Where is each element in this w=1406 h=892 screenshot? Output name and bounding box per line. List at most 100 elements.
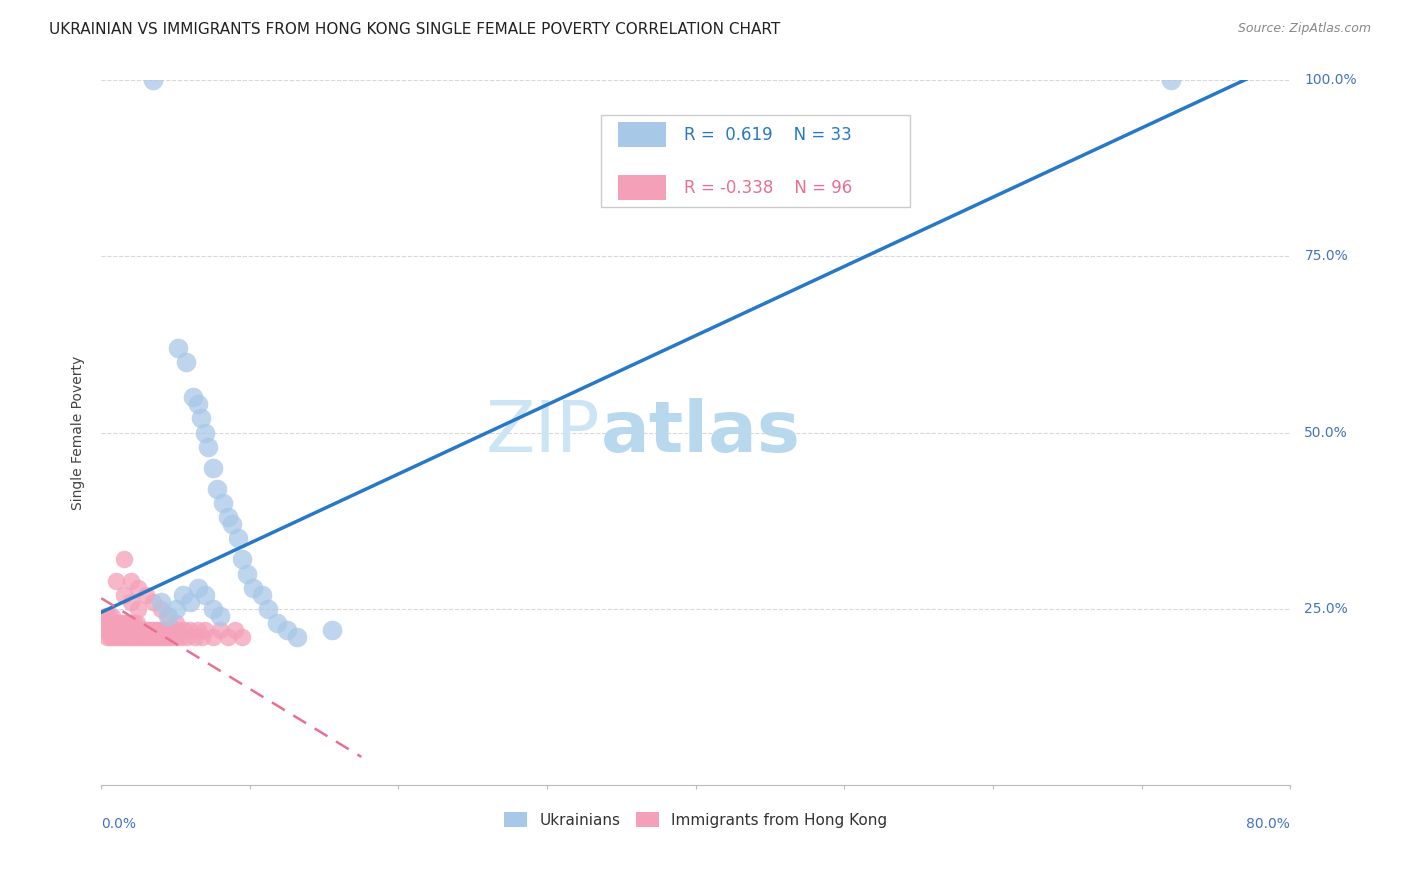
Point xyxy=(179,623,201,637)
Point xyxy=(142,73,165,87)
Point xyxy=(1160,73,1182,87)
Text: atlas: atlas xyxy=(600,398,800,467)
Point xyxy=(136,630,159,644)
Point xyxy=(96,630,118,644)
Point xyxy=(224,623,246,637)
Point xyxy=(105,623,128,637)
Point xyxy=(212,496,235,510)
Y-axis label: Single Female Poverty: Single Female Poverty xyxy=(72,355,86,509)
Point xyxy=(124,630,146,644)
Point xyxy=(231,630,253,644)
Point xyxy=(287,630,309,644)
Point xyxy=(122,615,145,630)
Point xyxy=(127,623,149,637)
Point xyxy=(172,588,194,602)
Point xyxy=(150,630,173,644)
Point xyxy=(146,623,169,637)
Point xyxy=(105,615,128,630)
Point xyxy=(201,460,224,475)
Point xyxy=(152,623,174,637)
Point xyxy=(157,608,180,623)
Point xyxy=(321,623,343,637)
Point xyxy=(176,630,198,644)
Point xyxy=(165,602,187,616)
Point xyxy=(149,623,172,637)
Text: ZIP: ZIP xyxy=(486,398,600,467)
Point xyxy=(157,630,180,644)
Point xyxy=(93,623,115,637)
Point xyxy=(187,623,209,637)
Point xyxy=(110,623,132,637)
Text: 80.0%: 80.0% xyxy=(1246,817,1291,830)
Point xyxy=(191,630,214,644)
Point xyxy=(108,623,131,637)
Point xyxy=(141,623,163,637)
Point xyxy=(201,602,224,616)
Point xyxy=(190,411,212,425)
Point xyxy=(135,588,157,602)
Point xyxy=(184,630,207,644)
Point xyxy=(120,574,142,588)
Text: 25.0%: 25.0% xyxy=(1305,602,1348,615)
Point xyxy=(117,623,139,637)
Point xyxy=(170,630,193,644)
Point xyxy=(217,630,239,644)
Point xyxy=(231,552,253,566)
Point xyxy=(127,581,149,595)
Point xyxy=(98,630,121,644)
Point xyxy=(118,623,141,637)
Point xyxy=(110,630,132,644)
Point xyxy=(209,623,232,637)
Point xyxy=(209,608,232,623)
Point xyxy=(118,630,141,644)
Point xyxy=(226,531,249,545)
Point xyxy=(145,630,167,644)
Legend: Ukrainians, Immigrants from Hong Kong: Ukrainians, Immigrants from Hong Kong xyxy=(498,805,893,834)
Point xyxy=(127,602,149,616)
Point xyxy=(120,595,142,609)
Point xyxy=(112,552,135,566)
Point xyxy=(179,595,201,609)
Point xyxy=(197,440,219,454)
Point xyxy=(97,623,120,637)
Point xyxy=(256,602,278,616)
FancyBboxPatch shape xyxy=(600,115,910,207)
Point xyxy=(135,623,157,637)
Point xyxy=(107,630,129,644)
Point xyxy=(142,630,165,644)
Point xyxy=(174,355,197,369)
Point xyxy=(100,623,122,637)
Text: 0.0%: 0.0% xyxy=(101,817,136,830)
Point xyxy=(266,615,288,630)
Point xyxy=(94,608,117,623)
Point xyxy=(105,574,128,588)
Point xyxy=(111,623,134,637)
Point xyxy=(134,630,156,644)
Text: R =  0.619    N = 33: R = 0.619 N = 33 xyxy=(683,126,852,144)
Point xyxy=(138,623,160,637)
Point xyxy=(101,630,124,644)
Point xyxy=(205,482,228,496)
Point xyxy=(149,602,172,616)
Point xyxy=(121,630,143,644)
Point xyxy=(153,630,176,644)
Point xyxy=(242,581,264,595)
Point xyxy=(217,510,239,524)
Point xyxy=(194,588,217,602)
Point xyxy=(165,630,187,644)
Point xyxy=(148,630,170,644)
Text: 100.0%: 100.0% xyxy=(1305,73,1357,87)
Point xyxy=(124,623,146,637)
Point xyxy=(100,608,122,623)
Point xyxy=(276,623,298,637)
Point xyxy=(115,630,138,644)
Point xyxy=(159,623,181,637)
Point xyxy=(173,623,195,637)
Point xyxy=(149,595,172,609)
Point xyxy=(221,517,243,532)
Point xyxy=(187,581,209,595)
Point xyxy=(160,630,183,644)
Point xyxy=(187,397,209,411)
Point xyxy=(155,623,177,637)
Point xyxy=(114,615,136,630)
